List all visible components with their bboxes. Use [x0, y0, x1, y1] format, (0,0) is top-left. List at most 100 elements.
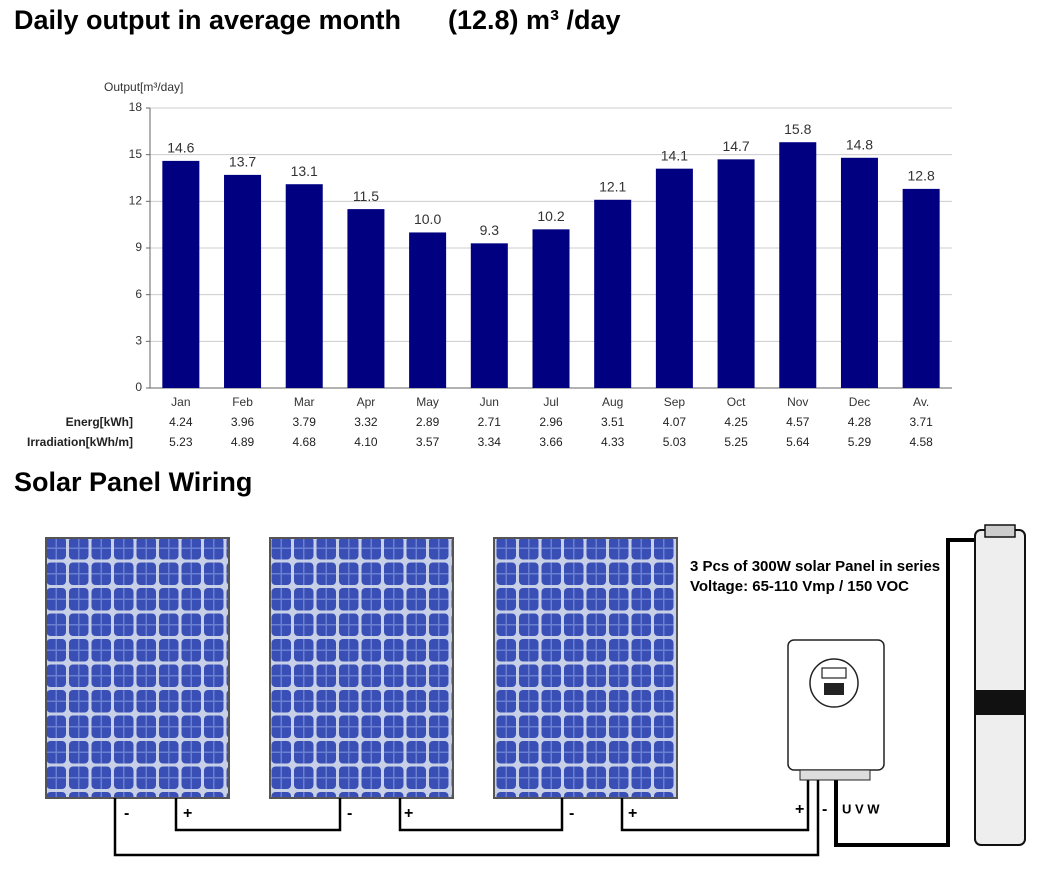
- data-label: 14.6: [167, 140, 194, 156]
- y-tick-label: 18: [129, 100, 143, 114]
- table-cell: 3.96: [231, 415, 255, 429]
- pump-cable: [834, 538, 985, 847]
- x-tick-label: Oct: [727, 395, 746, 409]
- y-tick-label: 9: [135, 240, 142, 254]
- bar: [840, 157, 878, 388]
- x-tick-label: Nov: [787, 395, 808, 409]
- y-tick-label: 0: [135, 380, 142, 394]
- page-title: Daily output in average month: [14, 5, 401, 35]
- table-cell: 4.58: [909, 435, 933, 449]
- table-cell: 3.57: [416, 435, 440, 449]
- data-label: 10.0: [414, 211, 441, 227]
- terminal-label: -: [124, 805, 129, 822]
- table-cell: 5.64: [786, 435, 810, 449]
- terminal-label: -: [822, 801, 827, 818]
- data-label: 12.8: [908, 168, 935, 184]
- terminal-label: +: [628, 805, 637, 822]
- pump: [974, 529, 1026, 846]
- table-cell: 3.51: [601, 415, 625, 429]
- y-tick-label: 15: [129, 147, 143, 161]
- x-tick-label: Sep: [664, 395, 686, 409]
- y-axis-label: Output[m³/day]: [104, 80, 183, 94]
- cable-glands: [799, 769, 871, 781]
- table-cell: 4.57: [786, 415, 810, 429]
- pump-band: [975, 690, 1025, 715]
- bar: [409, 232, 447, 388]
- x-tick-label: Aug: [602, 395, 623, 409]
- wire: [174, 798, 342, 832]
- bar: [347, 209, 385, 388]
- table-cell: 5.03: [663, 435, 687, 449]
- wiring-diagram: [45, 524, 1026, 857]
- data-label: 10.2: [537, 208, 564, 224]
- x-tick-label: Jul: [543, 395, 558, 409]
- wiring-note: Voltage: 65-110 Vmp / 150 VOC: [690, 578, 909, 595]
- table-cell: 2.89: [416, 415, 440, 429]
- terminal-label: +: [183, 805, 192, 822]
- wire: [398, 798, 564, 832]
- table-cell: 4.10: [354, 435, 378, 449]
- table-cell: 3.71: [909, 415, 933, 429]
- page-subtitle: (12.8) m³ /day: [448, 5, 621, 35]
- x-tick-label: Apr: [357, 395, 376, 409]
- data-label: 12.1: [599, 178, 626, 194]
- wiring-note: 3 Pcs of 300W solar Panel in series: [690, 558, 940, 575]
- x-tick-label: Jan: [171, 395, 190, 409]
- data-label: 14.8: [846, 136, 873, 152]
- x-tick-label: Jun: [480, 395, 499, 409]
- bar: [655, 168, 693, 388]
- row-label: Energ[kWh]: [66, 415, 133, 429]
- x-tick-label: Feb: [232, 395, 253, 409]
- table-cell: 5.23: [169, 435, 193, 449]
- table-cell: 2.96: [539, 415, 563, 429]
- table-cell: 4.07: [663, 415, 687, 429]
- bar: [532, 229, 570, 388]
- terminal-label: +: [404, 805, 413, 822]
- x-tick-label: May: [416, 395, 439, 409]
- bar: [162, 160, 200, 388]
- motor-terminals: U V W: [842, 801, 880, 816]
- table-cell: 4.25: [724, 415, 748, 429]
- table-cell: 3.34: [478, 435, 502, 449]
- bar: [224, 174, 262, 388]
- terminal-label: -: [347, 805, 352, 822]
- bar: [717, 159, 755, 388]
- bar: [594, 199, 632, 388]
- terminal-label: -: [569, 805, 574, 822]
- table-cell: 4.28: [848, 415, 872, 429]
- y-tick-label: 12: [129, 194, 143, 208]
- x-tick-label: Dec: [849, 395, 870, 409]
- wire: [620, 775, 810, 832]
- controller-screen: [821, 667, 847, 679]
- data-label: 14.7: [722, 138, 749, 154]
- data-label: 14.1: [661, 147, 688, 163]
- x-tick-label: Mar: [294, 395, 315, 409]
- table-cell: 3.66: [539, 435, 563, 449]
- table-cell: 2.71: [478, 415, 502, 429]
- data-label: 13.7: [229, 154, 256, 170]
- table-cell: 4.24: [169, 415, 193, 429]
- x-tick-label: Av.: [913, 395, 929, 409]
- table-cell: 5.29: [848, 435, 872, 449]
- table-cell: 3.79: [293, 415, 317, 429]
- controller-buttons: [824, 683, 844, 695]
- wire: [113, 775, 820, 857]
- bar: [285, 184, 323, 388]
- section-title: Solar Panel Wiring: [14, 467, 252, 497]
- y-tick-label: 6: [135, 287, 142, 301]
- chart: 0 3 6 9 12 15 18 14.6 Jan 13.7 Feb 13.1 Mar 11.5 Apr 10…: [27, 100, 952, 449]
- bar: [779, 142, 817, 388]
- table-cell: 4.33: [601, 435, 625, 449]
- bar: [470, 243, 508, 388]
- table-cell: 4.68: [293, 435, 317, 449]
- pump-top: [984, 524, 1016, 538]
- row-label: Irradiation[kWh/m]: [27, 435, 133, 449]
- table-cell: 5.25: [724, 435, 748, 449]
- data-label: 15.8: [784, 121, 811, 137]
- table-cell: 4.89: [231, 435, 255, 449]
- data-label: 9.3: [480, 222, 500, 238]
- bar: [902, 188, 940, 388]
- solar-panel: [493, 537, 678, 799]
- data-label: 13.1: [291, 163, 318, 179]
